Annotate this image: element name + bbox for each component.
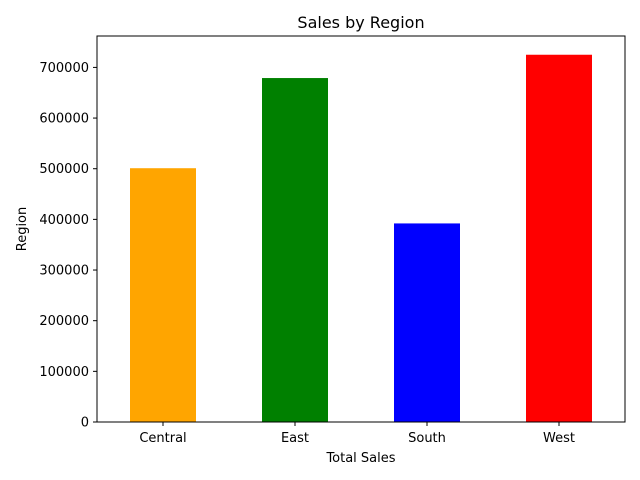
x-axis: Central East South West [139, 422, 575, 446]
y-tick-label: 300000 [39, 264, 89, 279]
x-tick-label: South [408, 431, 446, 446]
x-tick-label: East [281, 431, 309, 446]
y-tick-label: 400000 [39, 213, 89, 228]
x-tick-label: Central [139, 431, 186, 446]
y-axis-label: Region [15, 207, 30, 252]
y-tick-label: 500000 [39, 162, 89, 177]
y-tick-label: 0 [81, 416, 89, 431]
bar-central [130, 168, 196, 422]
bar-west [526, 54, 592, 422]
y-tick-label: 600000 [39, 112, 89, 127]
x-tick-label: West [543, 431, 575, 446]
x-axis-label: Total Sales [325, 451, 395, 466]
bar-south [394, 223, 460, 422]
y-tick-label: 200000 [39, 314, 89, 329]
bar-east [262, 78, 328, 422]
y-axis: 0 100000 200000 300000 400000 500000 600000 700… [39, 61, 97, 431]
y-tick-label: 700000 [39, 61, 89, 76]
y-tick-label: 100000 [39, 365, 89, 380]
chart-title: Sales by Region [297, 13, 424, 32]
plot-frame [96, 35, 626, 423]
bars-layer [130, 54, 592, 422]
